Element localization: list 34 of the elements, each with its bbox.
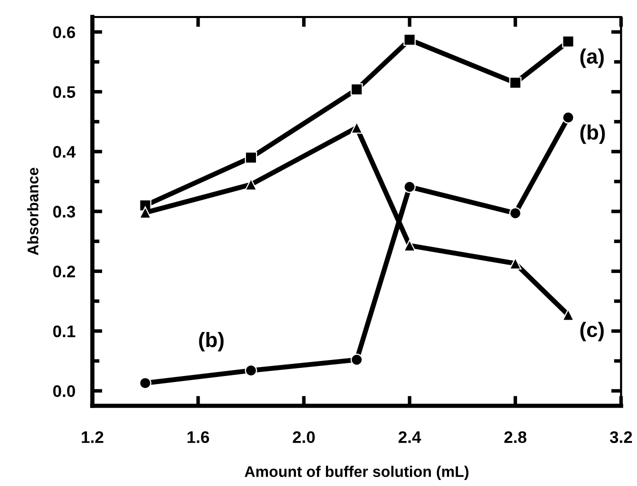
point <box>509 207 522 220</box>
y-tick-label: 0.5 <box>53 86 76 98</box>
x-axis-title: Amount of buffer solution (mL) <box>244 466 468 480</box>
x-tick-label: 1.2 <box>82 431 104 443</box>
point <box>350 354 363 366</box>
legend-label: (b) <box>580 124 605 144</box>
point <box>562 308 574 321</box>
point <box>562 111 574 124</box>
y-tick-label: 0.0 <box>53 385 76 398</box>
x-tick-label: 1.6 <box>188 431 210 444</box>
point <box>403 34 416 46</box>
legend-label: (a) <box>580 48 604 68</box>
point <box>350 83 363 96</box>
point <box>403 180 416 193</box>
y-tick-label: 0.6 <box>53 26 76 38</box>
point <box>403 239 416 252</box>
x-tick-label: 2.0 <box>292 431 315 444</box>
y-tick-label: 0.4 <box>53 146 76 158</box>
point <box>562 35 574 48</box>
x-tick-label: 2.4 <box>398 431 422 443</box>
point <box>139 206 152 219</box>
x-tick-label: 3.2 <box>610 431 632 444</box>
point <box>139 376 152 390</box>
point <box>244 364 258 377</box>
point <box>244 151 258 164</box>
y-axis-title: Absorbance <box>27 168 38 256</box>
y-tick-label: 0.1 <box>53 325 76 338</box>
annotation: (b) <box>199 332 224 352</box>
point <box>350 122 363 134</box>
y-tick-label: 0.3 <box>53 206 76 218</box>
point <box>509 76 522 89</box>
x-tick-label: 2.8 <box>504 431 526 444</box>
y-tick-label: 0.2 <box>53 266 76 278</box>
legend-label: (c) <box>580 322 604 342</box>
